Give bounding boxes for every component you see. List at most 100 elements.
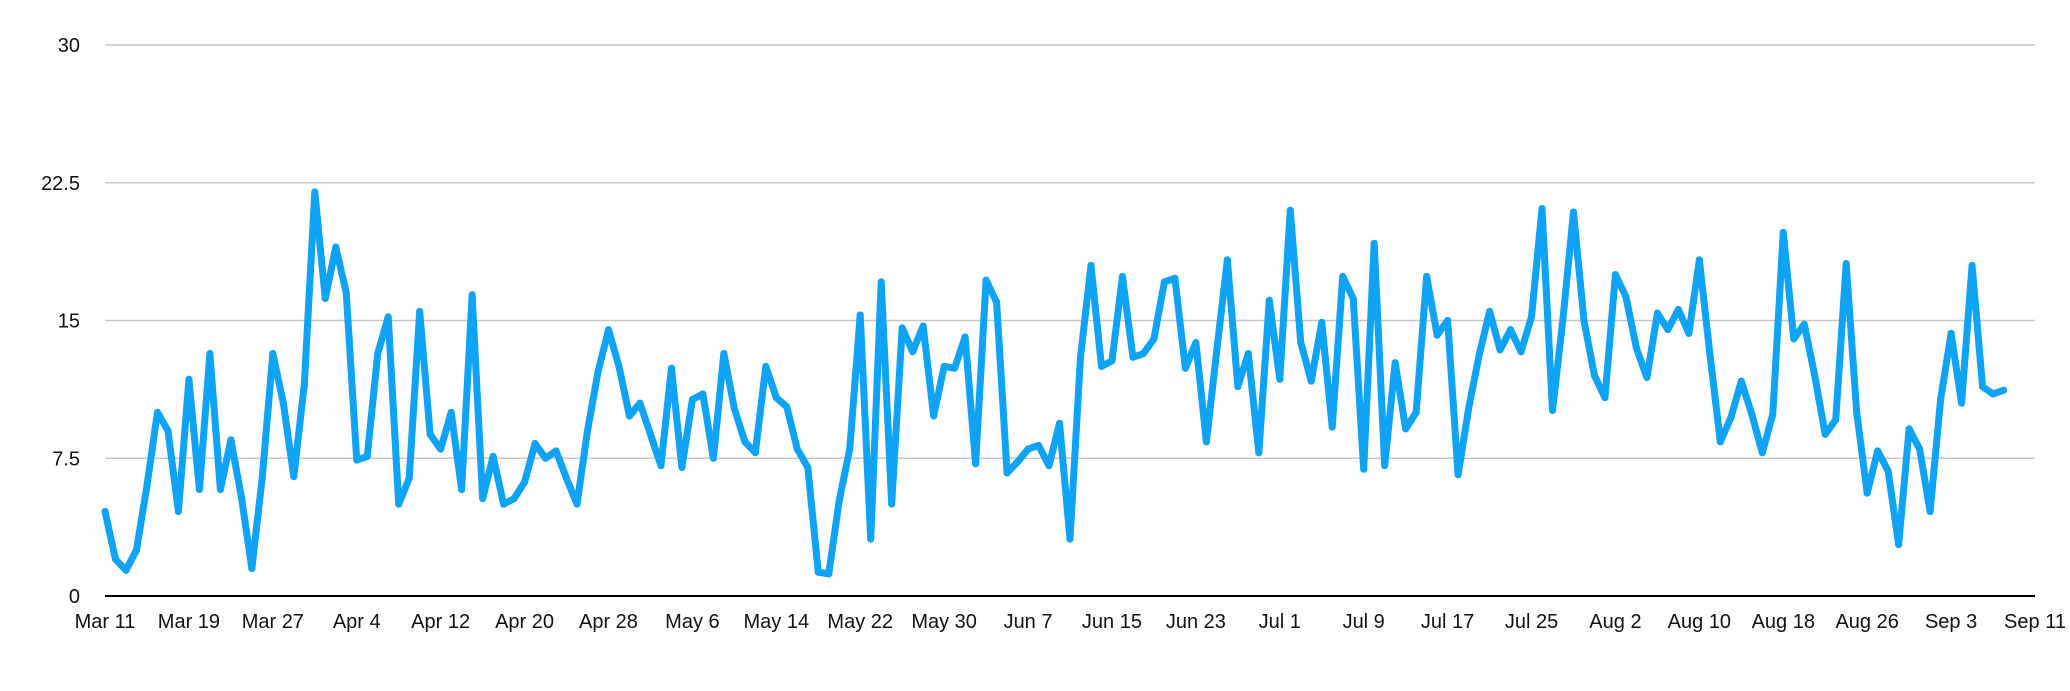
x-tick-label: May 14 bbox=[744, 611, 810, 633]
data-point bbox=[730, 405, 738, 413]
data-point bbox=[531, 440, 539, 448]
data-point bbox=[237, 493, 245, 501]
x-tick-label: Jun 15 bbox=[1082, 611, 1142, 633]
data-point bbox=[1580, 317, 1588, 324]
data-point bbox=[1947, 329, 1955, 337]
data-point bbox=[1014, 458, 1022, 466]
data-point bbox=[1926, 508, 1934, 516]
data-point bbox=[584, 427, 591, 435]
x-tick-label: May 22 bbox=[827, 611, 893, 633]
data-point bbox=[1884, 467, 1892, 475]
x-tick-label: Aug 18 bbox=[1752, 611, 1815, 633]
data-point bbox=[216, 485, 224, 493]
data-point bbox=[940, 362, 948, 370]
data-point bbox=[1842, 260, 1850, 268]
data-point bbox=[321, 294, 329, 302]
data-point bbox=[1465, 405, 1473, 413]
data-point bbox=[867, 535, 875, 543]
x-tick-label: Jul 25 bbox=[1505, 611, 1558, 633]
data-point bbox=[1381, 462, 1389, 470]
data-point bbox=[1549, 407, 1556, 414]
data-point bbox=[164, 427, 172, 435]
data-point bbox=[300, 381, 308, 389]
data-point bbox=[1181, 364, 1189, 372]
data-point bbox=[856, 311, 864, 319]
data-point bbox=[1223, 256, 1231, 264]
data-point bbox=[930, 412, 938, 420]
data-point bbox=[374, 350, 382, 358]
data-point bbox=[709, 454, 717, 462]
data-point bbox=[437, 445, 445, 453]
data-point bbox=[447, 408, 455, 416]
y-tick-label: 7.5 bbox=[52, 448, 80, 470]
data-point bbox=[1937, 395, 1945, 403]
data-point bbox=[1643, 373, 1651, 381]
data-point bbox=[1716, 438, 1724, 446]
data-point bbox=[594, 368, 602, 376]
data-point bbox=[1318, 318, 1326, 326]
data-point bbox=[1370, 239, 1378, 247]
data-point bbox=[1150, 335, 1158, 343]
x-tick-label: Apr 28 bbox=[579, 611, 638, 633]
data-point bbox=[1412, 408, 1420, 416]
series-layer bbox=[101, 188, 2008, 578]
data-point bbox=[898, 324, 906, 332]
data-point bbox=[1265, 296, 1273, 304]
data-point bbox=[227, 436, 235, 444]
data-point bbox=[783, 403, 791, 411]
data-point bbox=[678, 463, 686, 471]
data-point bbox=[1968, 261, 1976, 269]
x-tick-label: Mar 27 bbox=[242, 611, 304, 633]
data-point bbox=[111, 555, 119, 563]
data-point bbox=[489, 452, 497, 460]
x-tick-label: Aug 26 bbox=[1835, 611, 1898, 633]
data-point bbox=[1664, 326, 1672, 334]
data-point bbox=[657, 462, 665, 470]
data-point bbox=[1160, 278, 1168, 286]
data-point bbox=[1496, 346, 1504, 354]
data-point bbox=[132, 546, 140, 554]
data-point bbox=[1360, 465, 1368, 473]
data-point bbox=[500, 500, 508, 508]
x-tick-label: Aug 2 bbox=[1589, 611, 1641, 633]
data-point bbox=[573, 500, 581, 508]
data-point bbox=[1905, 425, 1913, 433]
data-point bbox=[762, 362, 770, 370]
data-point bbox=[1590, 372, 1598, 380]
gridlines bbox=[105, 44, 2035, 459]
data-point bbox=[1863, 489, 1871, 497]
data-point bbox=[951, 364, 959, 372]
data-point bbox=[1307, 377, 1315, 385]
data-point bbox=[206, 350, 214, 358]
data-point bbox=[1769, 410, 1777, 418]
data-point bbox=[1758, 449, 1766, 457]
data-point bbox=[1748, 410, 1756, 418]
data-point bbox=[1213, 346, 1221, 354]
data-point bbox=[1234, 383, 1242, 391]
data-point bbox=[1328, 423, 1336, 431]
x-tick-label: Mar 19 bbox=[158, 611, 220, 633]
data-point bbox=[720, 350, 728, 358]
data-point bbox=[353, 456, 361, 464]
data-point bbox=[1979, 383, 1987, 391]
data-point bbox=[909, 348, 917, 356]
data-point bbox=[667, 364, 675, 372]
data-point bbox=[1286, 206, 1294, 214]
data-point bbox=[332, 243, 340, 251]
data-point bbox=[416, 307, 424, 315]
data-point bbox=[2000, 386, 2008, 394]
x-tick-label: Jul 1 bbox=[1259, 611, 1301, 633]
data-point bbox=[248, 564, 256, 572]
y-axis-tick-labels: 0 7.5 15 22.5 30 bbox=[41, 35, 80, 608]
data-point bbox=[972, 460, 980, 468]
data-point bbox=[258, 473, 266, 481]
data-point bbox=[1003, 469, 1011, 477]
data-point bbox=[1685, 329, 1693, 337]
data-point bbox=[1706, 350, 1714, 358]
data-point bbox=[426, 430, 434, 438]
data-point bbox=[772, 394, 780, 402]
data-point bbox=[1486, 307, 1494, 315]
data-point bbox=[143, 482, 151, 490]
data-point bbox=[1674, 305, 1682, 313]
data-point bbox=[1045, 462, 1053, 470]
